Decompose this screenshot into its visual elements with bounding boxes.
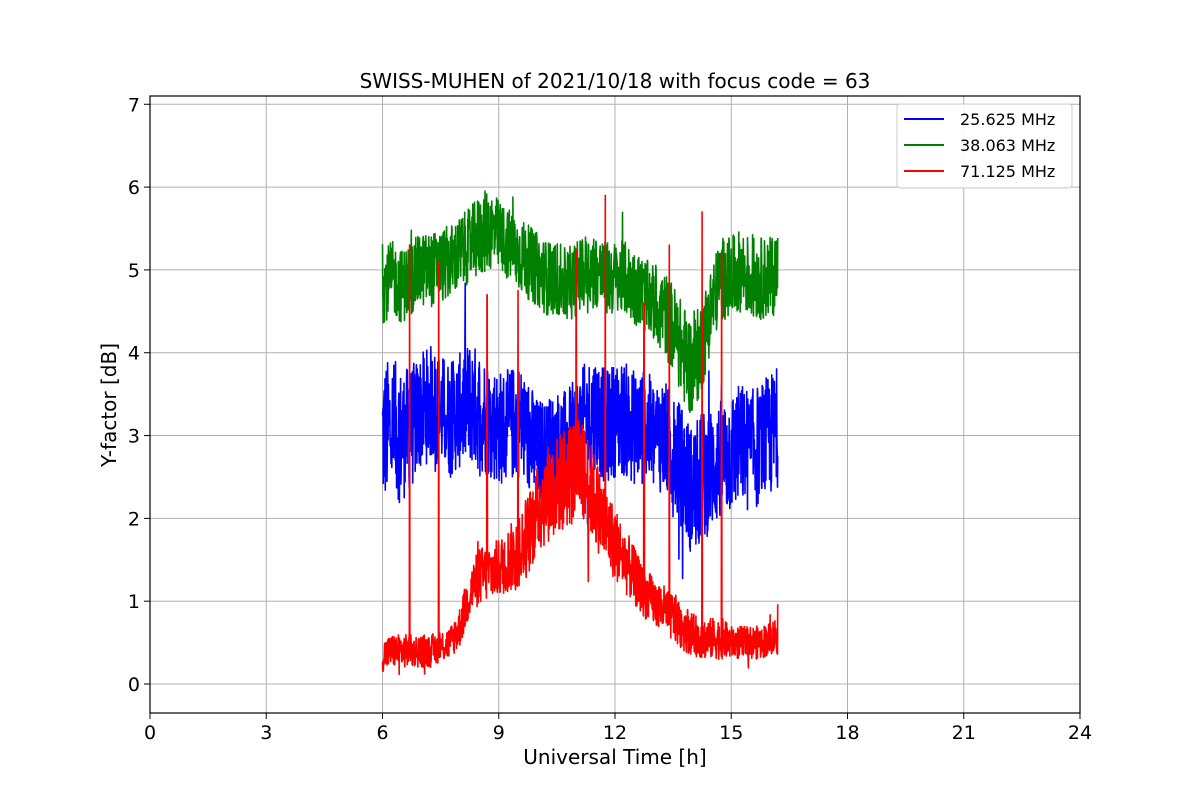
x-tick-label: 15 bbox=[719, 722, 743, 744]
plot-area bbox=[381, 190, 779, 676]
y-tick-label: 0 bbox=[128, 674, 140, 696]
y-axis-ticks: 0 1 2 3 4 5 6 7 bbox=[128, 94, 150, 696]
legend-entry-71-125: 71.125 MHz bbox=[960, 162, 1055, 181]
x-axis-ticks: 0 3 6 9 12 15 18 21 24 bbox=[144, 713, 1092, 744]
y-tick-label: 1 bbox=[128, 591, 140, 613]
series-layer bbox=[381, 190, 779, 676]
x-tick-label: 0 bbox=[144, 722, 156, 744]
x-tick-label: 6 bbox=[376, 722, 388, 744]
y-tick-label: 5 bbox=[128, 260, 140, 282]
series-line-38-063 bbox=[381, 190, 779, 414]
x-tick-label: 21 bbox=[952, 722, 976, 744]
x-axis-label: Universal Time [h] bbox=[523, 745, 706, 769]
x-tick-label: 18 bbox=[835, 722, 859, 744]
x-tick-label: 3 bbox=[260, 722, 272, 744]
series-line-25-625 bbox=[381, 282, 779, 580]
x-tick-label: 9 bbox=[493, 722, 505, 744]
y-tick-label: 7 bbox=[128, 94, 140, 116]
legend: 25.625 MHz 38.063 MHz 71.125 MHz bbox=[896, 103, 1073, 189]
legend-entry-25-625: 25.625 MHz bbox=[960, 110, 1055, 129]
y-axis-label: Y-factor [dB] bbox=[97, 343, 121, 468]
y-tick-label: 2 bbox=[128, 508, 140, 530]
legend-entry-38-063: 38.063 MHz bbox=[960, 136, 1055, 155]
chart-title: SWISS-MUHEN of 2021/10/18 with focus cod… bbox=[360, 69, 871, 93]
legend-box bbox=[896, 103, 1073, 189]
x-tick-label: 12 bbox=[603, 722, 627, 744]
x-tick-label: 24 bbox=[1068, 722, 1092, 744]
series-line-71-125 bbox=[381, 194, 779, 676]
y-tick-label: 3 bbox=[128, 426, 140, 448]
y-tick-label: 4 bbox=[128, 343, 140, 365]
y-tick-label: 6 bbox=[128, 177, 140, 199]
